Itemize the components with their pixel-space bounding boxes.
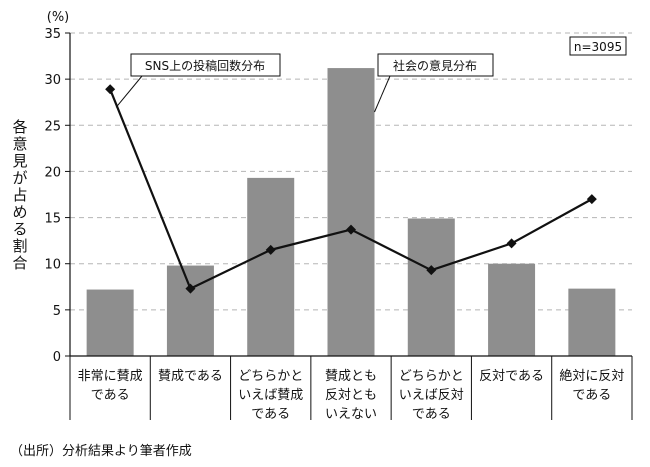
line-marker	[105, 84, 116, 95]
legend-leader-sns	[115, 75, 143, 108]
line-marker	[346, 224, 356, 235]
legend-label-society: 社会の意見分布	[393, 58, 477, 73]
category-label: どちらかと	[399, 369, 464, 384]
category-label: いえない	[325, 407, 377, 422]
sample-note: n=3095	[574, 40, 622, 54]
bar	[488, 263, 536, 356]
category-label: である	[251, 407, 290, 422]
category-label: どちらかと	[238, 369, 303, 384]
bar	[166, 265, 214, 356]
line-marker	[265, 244, 276, 255]
bar	[327, 68, 375, 356]
source-note: （出所）分析結果より筆者作成	[10, 444, 192, 459]
bar	[407, 218, 455, 356]
sample-note-box	[569, 36, 627, 56]
category-label: 絶対に反対	[559, 368, 624, 384]
category-label: 反対である	[479, 369, 544, 384]
y-unit-label: (%)	[47, 10, 70, 25]
category-label: 非常に賛成	[78, 369, 143, 384]
legend-label-sns: SNS上の投稿回数分布	[145, 58, 265, 73]
line-marker	[506, 238, 517, 249]
line-marker	[185, 283, 196, 294]
category-label: 賛成である	[158, 369, 223, 384]
y-tick-label: 0	[53, 350, 61, 365]
line-marker	[586, 194, 597, 205]
legend-leader-society	[374, 75, 391, 113]
category-label: である	[572, 388, 611, 403]
legend-box-sns	[130, 53, 281, 77]
y-tick-label: 25	[44, 119, 61, 134]
y-tick-label: 10	[44, 258, 61, 273]
category-label: いえば反対	[399, 388, 464, 403]
bar	[568, 288, 616, 356]
category-label: である	[412, 407, 451, 422]
category-label: 賛成とも	[325, 369, 377, 384]
y-tick-label: 35	[44, 27, 61, 42]
y-axis-label: 各意見が占める割合	[12, 118, 27, 272]
legend-box-society	[377, 53, 494, 77]
bar	[247, 177, 295, 356]
category-label: である	[91, 388, 130, 403]
y-tick-label: 5	[53, 304, 61, 319]
y-tick-label: 15	[44, 212, 61, 227]
y-tick-label: 20	[44, 165, 61, 180]
category-label: 反対とも	[325, 388, 377, 403]
line-marker	[426, 265, 437, 276]
bar	[86, 289, 134, 356]
category-label: いえば賛成	[238, 388, 303, 403]
y-tick-label: 30	[44, 73, 61, 88]
